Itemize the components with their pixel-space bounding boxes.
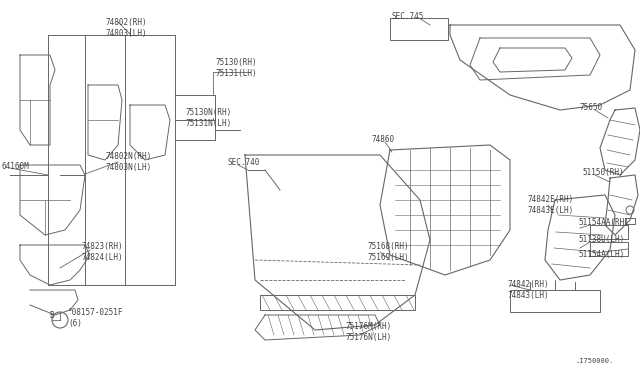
Text: 74860: 74860	[372, 135, 395, 144]
Text: .I750000.: .I750000.	[575, 358, 613, 364]
Text: 74802(RH)
74803(LH): 74802(RH) 74803(LH)	[105, 18, 147, 38]
Text: 51154A(LH): 51154A(LH)	[578, 250, 624, 259]
Text: 51150(RH): 51150(RH)	[582, 168, 623, 177]
Bar	[510, 290, 600, 312]
Bar	[390, 18, 448, 40]
Text: 74842(RH)
74843(LH): 74842(RH) 74843(LH)	[508, 280, 550, 300]
Text: 75168(RH)
75169(LH): 75168(RH) 75169(LH)	[368, 242, 410, 262]
Text: 64160M: 64160M	[2, 162, 29, 171]
Text: 74842E(RH)
74843E(LH): 74842E(RH) 74843E(LH)	[528, 195, 574, 215]
Text: 74802N(RH)
74803N(LH): 74802N(RH) 74803N(LH)	[105, 152, 151, 172]
Text: 51138U(LH): 51138U(LH)	[578, 235, 624, 244]
Text: 74823(RH)
74824(LH): 74823(RH) 74824(LH)	[82, 242, 124, 262]
Text: °08157-0251F
(6): °08157-0251F (6)	[68, 308, 124, 328]
Text: SEC.740: SEC.740	[228, 158, 260, 167]
Text: 75650: 75650	[580, 103, 603, 112]
Text: SEC.745: SEC.745	[392, 12, 424, 21]
Bar	[590, 242, 628, 256]
Bar	[590, 225, 628, 239]
Text: 75130(RH)
75131(LH): 75130(RH) 75131(LH)	[215, 58, 257, 78]
Text: 75176M(RH)
75176N(LH): 75176M(RH) 75176N(LH)	[345, 322, 391, 342]
Text: 75130N(RH)
75131N(LH): 75130N(RH) 75131N(LH)	[185, 108, 231, 128]
Text: B: B	[50, 311, 54, 320]
Text: 51154AA(RH): 51154AA(RH)	[578, 218, 629, 227]
